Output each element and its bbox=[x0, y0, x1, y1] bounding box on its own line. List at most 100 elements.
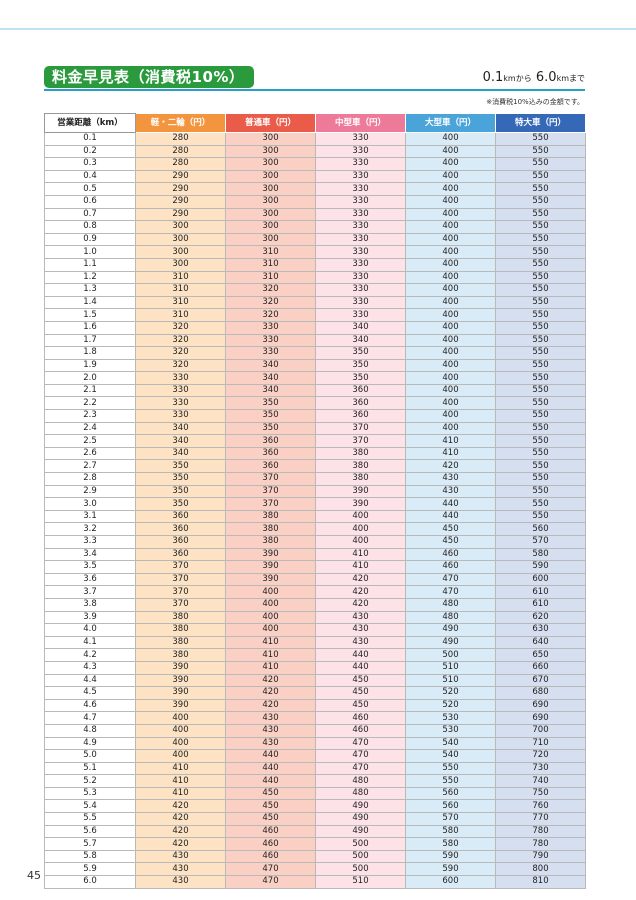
distance-cell: 4.2 bbox=[44, 648, 136, 662]
light-fare-cell: 320 bbox=[135, 333, 226, 348]
medium-fare-cell: 370 bbox=[315, 434, 406, 448]
medium-fare-cell: 400 bbox=[315, 535, 406, 549]
light-fare-cell: 280 bbox=[135, 157, 226, 171]
extra-large-fare-cell: 550 bbox=[495, 459, 586, 474]
table-row: 4.7 400 430 460 530 690 bbox=[44, 711, 586, 725]
standard-fare-cell: 340 bbox=[225, 383, 316, 398]
distance-cell: 5.4 bbox=[44, 799, 136, 814]
standard-fare-cell: 420 bbox=[225, 673, 316, 688]
table-row: 4.8 400 430 460 530 700 bbox=[44, 723, 586, 738]
medium-fare-cell: 330 bbox=[315, 270, 406, 285]
distance-cell: 3.5 bbox=[44, 560, 136, 574]
standard-fare-cell: 300 bbox=[225, 132, 316, 146]
distance-cell: 2.1 bbox=[44, 383, 136, 398]
distance-cell: 1.3 bbox=[44, 283, 136, 297]
standard-fare-cell: 370 bbox=[225, 497, 316, 511]
standard-fare-cell: 410 bbox=[225, 648, 316, 662]
extra-large-fare-cell: 660 bbox=[495, 660, 586, 675]
table-row: 0.7 290 300 330 400 550 bbox=[44, 207, 586, 222]
light-fare-cell: 340 bbox=[135, 434, 226, 448]
medium-fare-cell: 450 bbox=[315, 698, 406, 713]
standard-fare-cell: 350 bbox=[225, 421, 316, 436]
standard-fare-cell: 330 bbox=[225, 333, 316, 348]
medium-fare-cell: 450 bbox=[315, 673, 406, 688]
light-fare-cell: 420 bbox=[135, 799, 226, 814]
table-row: 0.8 300 300 330 400 550 bbox=[44, 220, 586, 234]
large-fare-cell: 460 bbox=[405, 560, 496, 574]
extra-large-fare-cell: 550 bbox=[495, 270, 586, 285]
large-fare-cell: 400 bbox=[405, 245, 496, 259]
medium-fare-cell: 360 bbox=[315, 409, 406, 423]
medium-fare-cell: 330 bbox=[315, 220, 406, 234]
light-fare-cell: 350 bbox=[135, 484, 226, 499]
standard-fare-cell: 300 bbox=[225, 194, 316, 209]
standard-fare-cell: 390 bbox=[225, 547, 316, 562]
top-rule bbox=[0, 28, 636, 30]
table-row: 5.8 430 460 500 590 790 bbox=[44, 849, 586, 864]
medium-fare-cell: 400 bbox=[315, 509, 406, 524]
large-fare-cell: 400 bbox=[405, 320, 496, 335]
column-header-distance: 営業距離（km） bbox=[44, 113, 136, 133]
range-from-suffix: から bbox=[515, 74, 532, 83]
light-fare-cell: 400 bbox=[135, 711, 226, 725]
standard-fare-cell: 410 bbox=[225, 660, 316, 675]
standard-fare-cell: 380 bbox=[225, 522, 316, 536]
light-fare-cell: 320 bbox=[135, 358, 226, 373]
medium-fare-cell: 390 bbox=[315, 484, 406, 499]
column-header-extra-large: 特大車（円） bbox=[495, 113, 586, 133]
large-fare-cell: 430 bbox=[405, 472, 496, 486]
page-title: 料金早見表（消費税10%） bbox=[44, 66, 255, 88]
table-row: 2.4 340 350 370 400 550 bbox=[44, 421, 586, 436]
large-fare-cell: 450 bbox=[405, 522, 496, 536]
fare-table-header: 営業距離（km） 軽・二輪（円） 普通車（円） 中型車（円） 大型車（円） 特大… bbox=[44, 113, 586, 133]
distance-cell: 2.6 bbox=[44, 446, 136, 461]
table-row: 5.6 420 460 490 580 780 bbox=[44, 824, 586, 839]
extra-large-fare-cell: 550 bbox=[495, 220, 586, 234]
light-fare-cell: 310 bbox=[135, 270, 226, 285]
standard-fare-cell: 430 bbox=[225, 723, 316, 738]
medium-fare-cell: 420 bbox=[315, 597, 406, 612]
title-row: 料金早見表（消費税10%） 0.1kmから 6.0kmまで bbox=[44, 66, 585, 88]
large-fare-cell: 520 bbox=[405, 698, 496, 713]
light-fare-cell: 380 bbox=[135, 623, 226, 637]
light-fare-cell: 360 bbox=[135, 547, 226, 562]
standard-fare-cell: 420 bbox=[225, 698, 316, 713]
distance-cell: 1.7 bbox=[44, 333, 136, 348]
medium-fare-cell: 330 bbox=[315, 283, 406, 297]
medium-fare-cell: 340 bbox=[315, 333, 406, 348]
standard-fare-cell: 460 bbox=[225, 849, 316, 864]
large-fare-cell: 540 bbox=[405, 736, 496, 751]
medium-fare-cell: 330 bbox=[315, 182, 406, 196]
light-fare-cell: 330 bbox=[135, 371, 226, 385]
extra-large-fare-cell: 550 bbox=[495, 245, 586, 259]
table-row: 0.2 280 300 330 400 550 bbox=[44, 144, 586, 159]
distance-cell: 1.0 bbox=[44, 245, 136, 259]
light-fare-cell: 370 bbox=[135, 597, 226, 612]
table-row: 0.3 280 300 330 400 550 bbox=[44, 157, 586, 171]
distance-cell: 6.0 bbox=[44, 875, 136, 889]
light-fare-cell: 330 bbox=[135, 409, 226, 423]
light-fare-cell: 350 bbox=[135, 472, 226, 486]
extra-large-fare-cell: 550 bbox=[495, 232, 586, 247]
distance-cell: 0.2 bbox=[44, 144, 136, 159]
standard-fare-cell: 300 bbox=[225, 169, 316, 184]
extra-large-fare-cell: 550 bbox=[495, 194, 586, 209]
light-fare-cell: 280 bbox=[135, 132, 226, 146]
medium-fare-cell: 500 bbox=[315, 837, 406, 851]
table-row: 5.4 420 450 490 560 760 bbox=[44, 799, 586, 814]
distance-cell: 2.5 bbox=[44, 434, 136, 448]
medium-fare-cell: 510 bbox=[315, 875, 406, 889]
distance-cell: 1.5 bbox=[44, 308, 136, 322]
medium-fare-cell: 380 bbox=[315, 446, 406, 461]
light-fare-cell: 310 bbox=[135, 283, 226, 297]
distance-cell: 4.5 bbox=[44, 686, 136, 700]
table-row: 0.6 290 300 330 400 550 bbox=[44, 194, 586, 209]
standard-fare-cell: 300 bbox=[225, 220, 316, 234]
distance-cell: 1.6 bbox=[44, 320, 136, 335]
extra-large-fare-cell: 550 bbox=[495, 509, 586, 524]
medium-fare-cell: 350 bbox=[315, 358, 406, 373]
standard-fare-cell: 450 bbox=[225, 812, 316, 826]
large-fare-cell: 430 bbox=[405, 484, 496, 499]
distance-cell: 3.0 bbox=[44, 497, 136, 511]
medium-fare-cell: 420 bbox=[315, 572, 406, 587]
